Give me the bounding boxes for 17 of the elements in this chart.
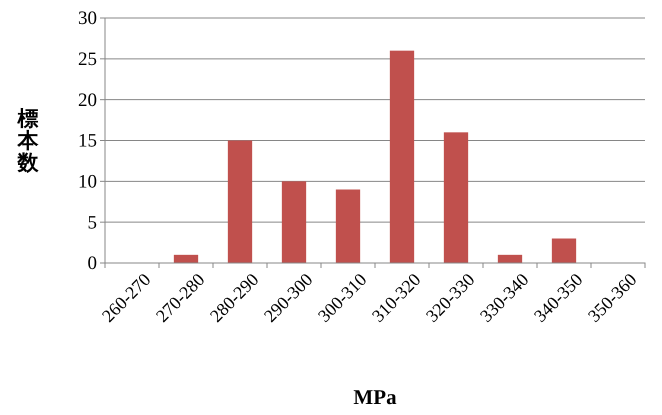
y-tick-label: 10 xyxy=(78,171,97,192)
y-tick-label: 20 xyxy=(78,90,97,111)
y-tick-label: 30 xyxy=(78,8,97,30)
y-tick-label: 25 xyxy=(78,48,97,70)
y-tick-label: 5 xyxy=(88,212,97,234)
bar xyxy=(498,254,522,263)
x-axis-title: MPa xyxy=(353,385,398,409)
y-tick-label: 0 xyxy=(88,253,97,274)
bar xyxy=(174,254,198,263)
bar xyxy=(228,140,252,263)
bar xyxy=(336,190,360,263)
bar xyxy=(390,50,414,263)
bar xyxy=(282,181,306,263)
y-axis-title: 標本数 xyxy=(16,106,40,174)
bar xyxy=(444,132,468,263)
bar xyxy=(552,238,576,263)
y-tick-label: 15 xyxy=(78,130,97,152)
